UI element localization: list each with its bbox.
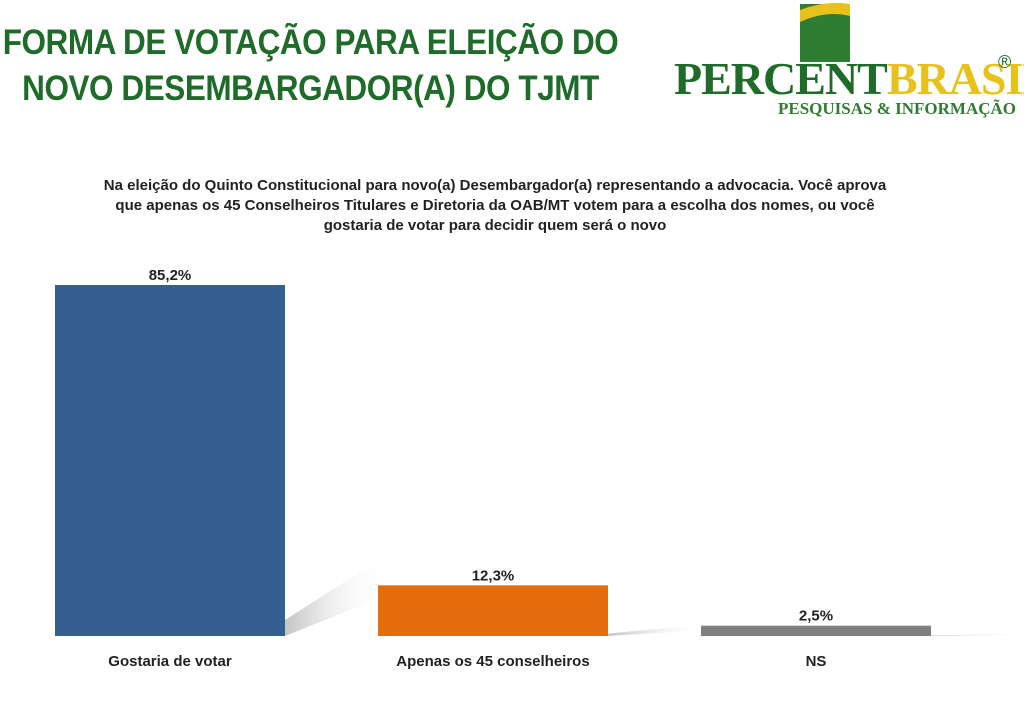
logo-word-percent: PERCENT — [674, 53, 888, 104]
bar-2 — [378, 585, 608, 636]
logo-wordmark: PERCENTBRASIL — [674, 56, 1024, 102]
logo-tagline: PESQUISAS & INFORMAÇÃO — [778, 99, 1017, 118]
bar-shadow — [608, 623, 708, 636]
registered-mark: ® — [998, 52, 1012, 72]
bar-shadow — [931, 633, 1024, 636]
chart-title: FORMA DE VOTAÇÃO PARA ELEIÇÃO DO NOVO DE… — [0, 20, 621, 112]
bar-3 — [701, 625, 931, 636]
survey-question: Na eleição do Quinto Constitucional para… — [103, 177, 887, 234]
logo-word-brasil: BRASIL — [886, 53, 1024, 104]
category-label-1: Gostaria de votar — [108, 653, 232, 670]
category-label-2: Apenas os 45 conselheiros — [396, 653, 589, 670]
logo-flag-icon — [800, 2, 850, 62]
chart-title-line-2: NOVO DESEMBARGADOR(A) DO TJMT — [22, 69, 599, 108]
bar-value-label-1: 85,2% — [149, 267, 192, 284]
category-label-3: NS — [806, 653, 827, 670]
bar-value-label-3: 2,5% — [799, 608, 833, 625]
bar-chart: 85,2% Gostaria de votar 12,3% Apenas os 45 … — [55, 267, 1024, 670]
percentbrasil-logo: PERCENTBRASIL ® PESQUISAS & INFORMAÇÃO — [668, 0, 1024, 130]
bar-shadow — [285, 556, 385, 636]
bar-1 — [55, 285, 285, 636]
chart-title-line-1: FORMA DE VOTAÇÃO PARA ELEIÇÃO DO — [2, 23, 619, 62]
bar-value-label-2: 12,3% — [472, 567, 515, 584]
